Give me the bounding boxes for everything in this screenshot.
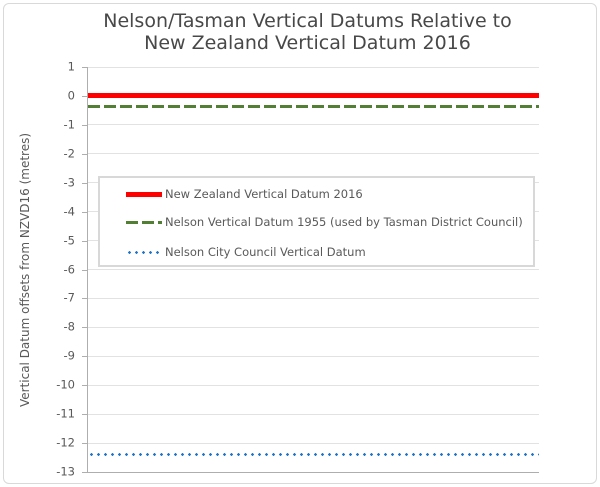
plot-area (87, 66, 539, 473)
y-tick-label: -11 (56, 406, 75, 421)
y-tick-label: -5 (63, 232, 75, 247)
y-tick-mark (82, 472, 87, 473)
gridline (88, 413, 539, 415)
y-tick-mark (82, 182, 87, 184)
legend: New Zealand Vertical Datum 2016 Nelson V… (98, 176, 535, 267)
legend-label: Nelson Vertical Datum 1955 (used by Tasm… (165, 215, 523, 229)
gridline (88, 384, 539, 386)
gridline (88, 442, 539, 444)
gridline (88, 326, 539, 328)
gridline (88, 269, 539, 270)
legend-sample-dashed-line (126, 220, 162, 224)
y-tick-mark (82, 327, 87, 329)
y-tick-mark (82, 153, 87, 155)
y-tick-label: -3 (63, 174, 75, 189)
y-tick-mark (82, 124, 87, 126)
y-tick-mark (82, 240, 87, 242)
y-tick-mark (82, 269, 87, 271)
gridline (88, 153, 539, 155)
y-tick-label: 0 (67, 88, 75, 103)
legend-row: New Zealand Vertical Datum 2016 (126, 186, 529, 202)
y-tick-label: -2 (63, 146, 75, 161)
chart-title-line-1: Nelson/Tasman Vertical Datums Relative t… (103, 10, 512, 32)
y-tick-mark (82, 95, 87, 97)
gridline (88, 297, 539, 299)
y-tick-label: -13 (56, 464, 75, 479)
gridline (88, 355, 539, 357)
y-tick-label: -9 (63, 348, 75, 363)
gridline (88, 66, 539, 68)
legend-label: New Zealand Vertical Datum 2016 (165, 187, 363, 201)
y-tick-label: -1 (63, 117, 75, 132)
y-tick-mark (82, 443, 87, 445)
series-line-dashed (88, 104, 539, 108)
y-tick-mark (82, 298, 87, 300)
legend-label: Nelson City Council Vertical Datum (165, 245, 366, 259)
y-tick-label: -6 (63, 261, 75, 276)
gridline (88, 124, 539, 126)
series-line-solid (88, 93, 539, 99)
chart-title: Nelson/Tasman Vertical Datums Relative t… (80, 10, 535, 54)
y-tick-label: -4 (63, 203, 75, 218)
y-tick-label: -10 (56, 377, 75, 392)
series-line-dotted (88, 453, 539, 457)
y-tick-mark (82, 414, 87, 416)
y-tick-mark (82, 211, 87, 213)
y-tick-label: -7 (63, 290, 75, 305)
chart-title-line-2: New Zealand Vertical Datum 2016 (144, 31, 471, 54)
y-tick-label: 1 (67, 59, 75, 74)
y-tick-label: -12 (56, 435, 75, 450)
y-tick-mark (82, 385, 87, 387)
legend-sample-solid-line (126, 191, 162, 197)
legend-sample-dotted-line (126, 250, 162, 254)
legend-row: Nelson Vertical Datum 1955 (used by Tasm… (126, 214, 529, 230)
y-tick-label: -8 (63, 319, 75, 334)
y-tick-mark (82, 356, 87, 358)
y-tick-mark (82, 67, 87, 68)
legend-row: Nelson City Council Vertical Datum (126, 244, 529, 260)
